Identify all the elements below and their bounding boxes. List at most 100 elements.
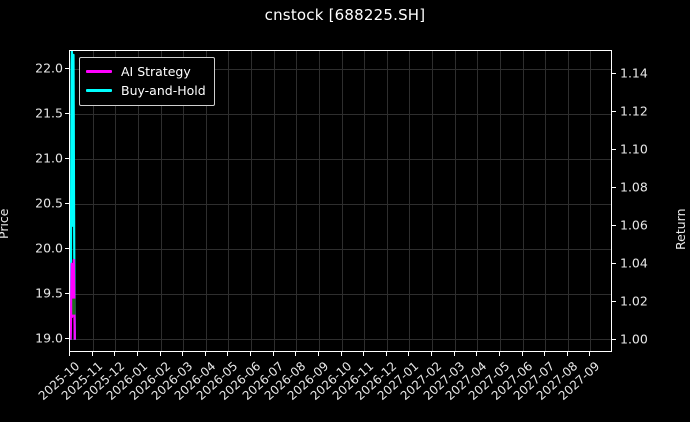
gridline-vertical [160, 51, 162, 351]
chart-title: cnstock [688225.SH] [264, 6, 426, 24]
y-axis-right-tick [612, 72, 616, 74]
y-axis-right-tick-label: 1.10 [620, 141, 648, 157]
chart-legend[interactable]: AI Strategy Buy-and-Hold [79, 57, 215, 106]
y-axis-right-tick-label: 1.12 [620, 103, 648, 119]
series-svg [70, 51, 76, 340]
gridline-horizontal [70, 249, 611, 251]
gridline-horizontal [70, 69, 611, 71]
gridline-horizontal [70, 339, 611, 341]
gridline-horizontal [70, 294, 611, 296]
gridline-vertical [432, 51, 433, 351]
y-axis-right-tick-label: 1.06 [620, 217, 648, 233]
legend-label-ai-strategy: AI Strategy [121, 64, 191, 79]
y-axis-right-tick [612, 262, 616, 264]
y-axis-left-tick [65, 293, 69, 295]
gridline-vertical [364, 51, 366, 351]
gridline-vertical [92, 51, 94, 351]
x-axis-tick [544, 352, 546, 356]
x-axis-tick [182, 352, 184, 356]
y-axis-left-tick [65, 68, 69, 70]
y-axis-right-tick [612, 148, 616, 150]
y-axis-right-tick-label: 1.00 [620, 331, 648, 347]
gridline-vertical [273, 51, 275, 351]
legend-label-buy-and-hold: Buy-and-Hold [121, 83, 206, 98]
gridline-vertical [477, 51, 479, 351]
gridline-vertical [545, 51, 547, 351]
gridline-vertical [228, 51, 230, 351]
y-axis-right-tick [612, 338, 616, 340]
x-axis-tick [204, 352, 206, 356]
y-axis-left-tick-label: 19.0 [35, 330, 63, 346]
gridline-horizontal [70, 204, 611, 206]
x-axis-tick [363, 352, 365, 356]
y-axis-left-tick-label: 21.0 [35, 150, 63, 166]
gridline-vertical [205, 51, 207, 351]
x-axis-tick [250, 352, 251, 356]
x-axis-tick [431, 352, 432, 356]
y-axis-left-tick-label: 20.5 [35, 195, 63, 211]
y-axis-right-title: Return [673, 208, 689, 250]
gridline-vertical [409, 51, 411, 351]
x-axis-tick [408, 352, 410, 356]
x-axis-tick [69, 352, 70, 356]
y-axis-right-tick-label: 1.02 [620, 293, 648, 309]
gridline-horizontal [70, 114, 611, 116]
y-axis-left-tick [65, 338, 69, 340]
x-axis-tick [272, 352, 274, 356]
gridline-vertical [567, 51, 569, 351]
gridline-vertical [499, 51, 501, 351]
plot-area: AI Strategy Buy-and-Hold [69, 50, 612, 352]
legend-item-ai-strategy[interactable]: AI Strategy [86, 62, 206, 81]
y-axis-left-tick-label: 21.5 [35, 105, 63, 121]
y-axis-left-tick-label: 20.0 [35, 240, 63, 256]
x-axis-tick [91, 352, 93, 356]
y-axis-left-tick [65, 158, 69, 160]
y-axis-left-tick-label: 22.0 [35, 60, 63, 76]
gridline-vertical [341, 51, 343, 351]
y-axis-left-title: Price [0, 208, 11, 240]
x-axis-tick [159, 352, 161, 356]
legend-item-buy-and-hold[interactable]: Buy-and-Hold [86, 81, 206, 100]
x-axis-tick [453, 352, 455, 356]
x-axis-tick [340, 352, 342, 356]
legend-swatch-ai-strategy [86, 70, 112, 73]
y-axis-right-tick-label: 1.08 [620, 179, 648, 195]
trade-marker [72, 298, 76, 315]
x-axis-tick [566, 352, 568, 356]
gridline-vertical [137, 51, 139, 351]
y-axis-right-tick [612, 300, 616, 302]
y-axis-left-tick-label: 19.5 [35, 285, 63, 301]
gridline-vertical [296, 51, 298, 351]
x-axis-tick [476, 352, 478, 356]
x-axis-tick [227, 352, 229, 356]
gridline-vertical [386, 51, 388, 351]
y-axis-right-tick-label: 1.14 [620, 65, 648, 81]
gridline-vertical [318, 51, 320, 351]
legend-swatch-buy-and-hold [86, 89, 112, 92]
series-line-buy-and-hold [70, 51, 76, 340]
x-axis-tick [498, 352, 500, 356]
y-axis-left-tick [65, 248, 69, 250]
x-axis-tick [295, 352, 297, 356]
x-axis-tick [317, 352, 319, 356]
y-axis-right-tick-label: 1.04 [620, 255, 648, 271]
x-axis-tick [136, 352, 138, 356]
x-axis-tick [385, 352, 387, 356]
x-axis-tick [114, 352, 116, 356]
y-axis-right-tick [612, 110, 616, 112]
gridline-vertical [590, 51, 592, 351]
gridline-vertical [251, 51, 252, 351]
x-axis-tick [589, 352, 591, 356]
y-axis-right-tick [612, 186, 616, 188]
y-axis-left-tick [65, 113, 69, 115]
y-axis-right-tick [612, 224, 616, 226]
gridline-vertical [454, 51, 456, 351]
gridline-horizontal [70, 159, 611, 161]
gridline-vertical [183, 51, 185, 351]
gridline-vertical [115, 51, 117, 351]
gridline-vertical [522, 51, 524, 351]
y-axis-left-tick [65, 203, 69, 205]
series-line-ai-strategy [70, 258, 76, 340]
x-axis-tick [521, 352, 523, 356]
